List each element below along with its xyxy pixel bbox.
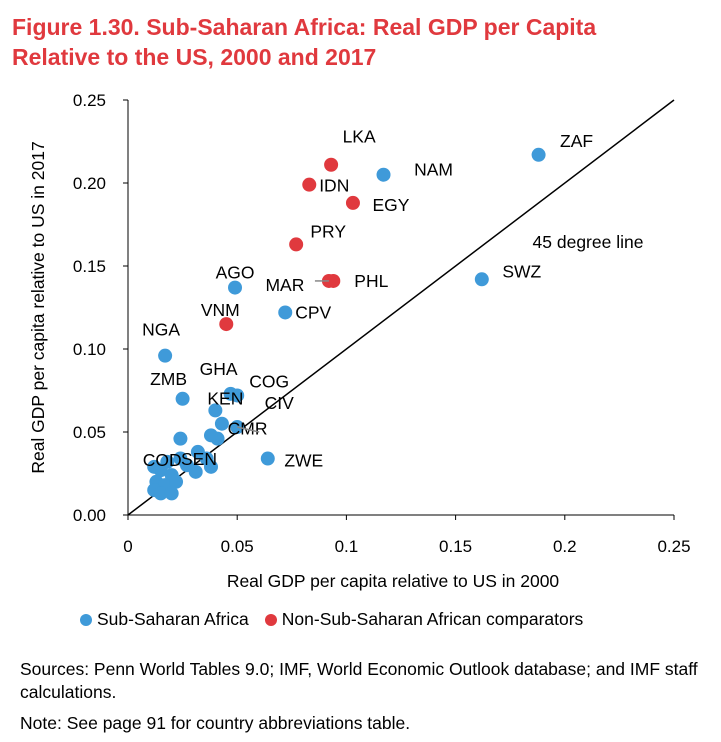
y-tick-label: 0.05 [73,423,106,442]
chart-title: Figure 1.30. Sub-Saharan Africa: Real GD… [12,12,712,72]
ssa-point [208,403,223,418]
ssa-point [173,431,188,446]
y-tick-label: 0.25 [73,91,106,110]
point-label: CPV [295,302,331,322]
x-tick-label: 0.15 [439,537,472,556]
legend-ssa-marker [80,613,92,626]
footnotes: Sources: Penn World Tables 9.0; IMF, Wor… [20,658,710,735]
ssa-point [203,428,218,443]
point-label: LKA [343,127,376,147]
legend: Sub-Saharan Africa Non-Sub-Saharan Afric… [80,609,599,630]
point-label: COG [249,371,289,391]
point-label: PHL [354,271,388,291]
point-label: GHA [200,359,238,379]
ssa-point [214,416,229,431]
point-label: NAM [414,160,453,180]
sources-text: Sources: Penn World Tables 9.0; IMF, Wor… [20,659,698,702]
45-degree-line-label: 45 degree line [533,232,644,252]
ssa-point [188,464,203,479]
x-axis-title: Real GDP per capita relative to US in 20… [227,571,560,591]
x-tick-label: 0 [123,537,132,556]
note-text: Note: See page 91 for country abbreviati… [20,713,411,733]
legend-non-ssa-label: Non-Sub-Saharan African comparators [281,609,584,629]
point-label: PRY [310,221,346,241]
point-label: ZAF [560,131,593,151]
title-line-1: Figure 1.30. Sub-Saharan Africa: Real GD… [12,14,597,40]
ssa-point [153,463,168,478]
ssa-point [230,388,245,403]
point-label: SWZ [502,261,541,281]
x-tick-label: 0.05 [221,537,254,556]
point-label: EGY [372,195,409,215]
ssa-point [278,305,293,320]
scatter-chart: 0.00 0.05 0.10 0.15 0.20 0.25 0 0.05 0.1 0.15 0.2 0… [28,91,691,591]
point-label: VNM [201,300,240,320]
point-label: CIV [265,393,295,413]
non-ssa-point [219,317,234,332]
ssa-point [175,391,190,406]
x-tick-label: 0.1 [335,537,359,556]
y-tick-label: 0.20 [73,174,106,193]
point-label: MAR [265,275,304,295]
ssa-point [199,451,214,466]
non-ssa-point [289,237,304,252]
non-ssa-point [324,157,339,172]
point-label: ZWE [284,451,323,471]
label-leader-line [237,426,260,433]
non-ssa-point [345,195,360,210]
ssa-point [169,474,184,489]
non-ssa-point [302,177,317,192]
ssa-point [531,147,546,162]
y-axis-title: Real GDP per capita relative to US in 20… [28,141,48,473]
ssa-point [158,348,173,363]
point-label: AGO [216,263,255,283]
point-label: ZMB [150,369,187,389]
ssa-point [153,486,168,501]
legend-ssa-label: Sub-Saharan Africa [97,609,249,629]
y-tick-label: 0.15 [73,257,106,276]
45-degree-line [127,99,675,516]
x-tick-label: 0.25 [657,537,690,556]
ssa-point [260,451,275,466]
point-label: COD [143,450,182,470]
legend-item-ssa: Sub-Saharan Africa [80,609,249,630]
y-tick-label: 0.00 [73,506,106,525]
point-label: KEN [207,388,243,408]
point-label: IDN [319,176,349,196]
y-tick-label: 0.10 [73,340,106,359]
ssa-point [228,280,243,295]
legend-item-non-ssa: Non-Sub-Saharan African comparators [264,609,584,630]
title-line-2: Relative to the US, 2000 and 2017 [12,44,377,70]
ssa-point [164,486,179,501]
point-label: NGA [142,320,180,340]
ssa-point [474,272,489,287]
point-label: SEN [181,449,217,469]
x-tick-label: 0.2 [553,537,577,556]
ssa-point [376,167,391,182]
legend-non-ssa-marker [264,613,277,626]
